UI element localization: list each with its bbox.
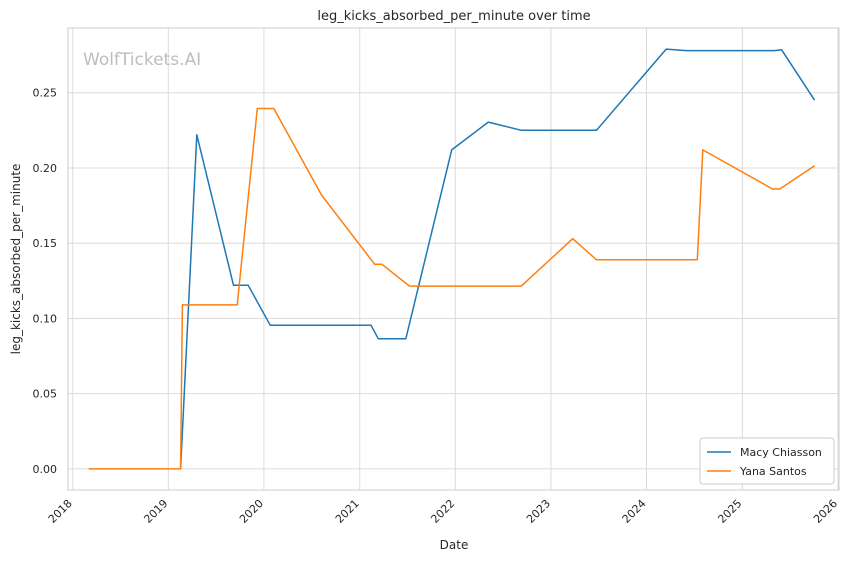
x-tick-label: 2026 [811,497,840,526]
x-tick-label: 2019 [141,497,170,526]
x-tick-label: 2024 [620,497,649,526]
x-tick-label: 2020 [237,497,266,526]
watermark: WolfTickets.AI [83,50,201,70]
x-tick-label: 2025 [715,497,744,526]
series-line-macy-chiasson [179,48,816,469]
legend-label-macy-chiasson: Macy Chiasson [740,446,822,459]
y-axis-ticks: 0.00 0.05 0.10 0.15 0.20 0.25 [33,87,58,476]
legend-box [699,437,835,485]
legend-label-yana-santos: Yana Santos [739,465,807,478]
series-line-yana-santos [88,107,816,470]
y-tick-label: 0.20 [33,162,58,175]
gridlines [68,28,839,490]
chart-title: leg_kicks_absorbed_per_minute over time [317,9,590,24]
x-tick-label: 2023 [524,497,553,526]
y-tick-label: 0.05 [33,388,58,401]
y-tick-label: 0.15 [33,237,58,250]
x-tick-label: 2018 [46,497,75,526]
plot-area [67,27,840,491]
x-axis-ticks: 2018 2019 2020 2021 2022 2023 2024 2025 2026 [46,497,840,526]
x-tick-label: 2021 [333,497,362,526]
y-tick-label: 0.00 [33,463,58,476]
y-tick-label: 0.25 [33,87,58,100]
x-tick-label: 2022 [428,497,457,526]
series-layer [88,48,816,470]
y-tick-label: 0.10 [33,312,58,325]
legend: Macy Chiasson Yana Santos [699,437,835,485]
y-axis-label: leg_kicks_absorbed_per_minute [9,164,23,355]
x-axis-label: Date [440,538,469,552]
